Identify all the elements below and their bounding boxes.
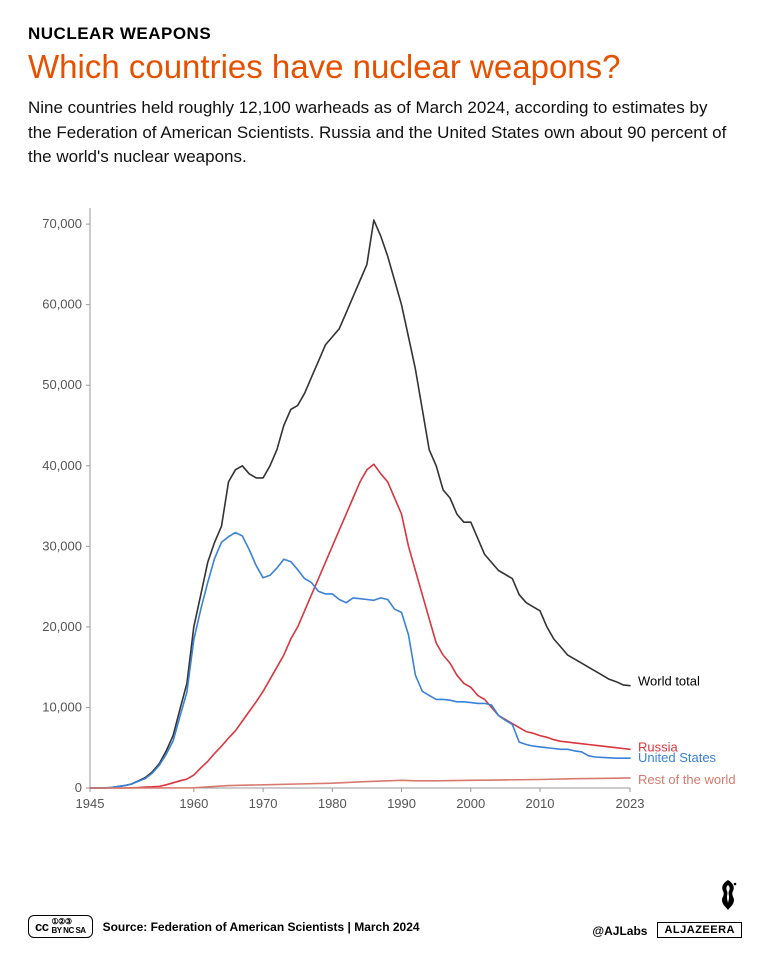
svg-text:2010: 2010 <box>526 796 555 811</box>
infographic-page: NUCLEAR WEAPONS Which countries have nuc… <box>0 0 770 962</box>
svg-text:40,000: 40,000 <box>42 458 82 473</box>
svg-text:1970: 1970 <box>249 796 278 811</box>
svg-text:1960: 1960 <box>179 796 208 811</box>
svg-text:60,000: 60,000 <box>42 297 82 312</box>
brand-box: ALJAZEERA <box>657 922 742 938</box>
chart-svg: 0 10,000 20,000 30,000 40,000 50,000 60,000 70,… <box>28 198 742 838</box>
svg-text:2000: 2000 <box>456 796 485 811</box>
series-label: United States <box>638 750 717 765</box>
cc-terms: BY NC SA <box>51 927 85 935</box>
line-chart: 0 10,000 20,000 30,000 40,000 50,000 60,000 70,… <box>28 198 742 838</box>
series-label: Rest of the world <box>638 772 736 787</box>
footer-left: cc ①②③ BY NC SA Source: Federation of Am… <box>28 915 420 938</box>
cc-icons: ①②③ <box>51 918 85 926</box>
twitter-handle: @AJLabs <box>592 924 647 938</box>
svg-text:1990: 1990 <box>387 796 416 811</box>
svg-text:1945: 1945 <box>76 796 105 811</box>
footer-right: @AJLabs ALJAZEERA <box>592 878 742 938</box>
headline: Which countries have nuclear weapons? <box>28 48 742 86</box>
cc-text: cc <box>35 920 48 933</box>
series-label: World total <box>638 674 700 689</box>
svg-text:2023: 2023 <box>616 796 645 811</box>
kicker: NUCLEAR WEAPONS <box>28 24 742 44</box>
svg-text:70,000: 70,000 <box>42 216 82 231</box>
svg-text:1980: 1980 <box>318 796 347 811</box>
svg-text:10,000: 10,000 <box>42 699 82 714</box>
cc-license-badge: cc ①②③ BY NC SA <box>28 915 93 938</box>
footer: cc ①②③ BY NC SA Source: Federation of Am… <box>28 878 742 938</box>
aljazeera-logo-icon <box>714 878 742 912</box>
source-text: Source: Federation of American Scientist… <box>103 920 420 934</box>
brand-stack: ALJAZEERA <box>657 878 742 938</box>
svg-text:30,000: 30,000 <box>42 538 82 553</box>
svg-text:50,000: 50,000 <box>42 377 82 392</box>
dek: Nine countries held roughly 12,100 warhe… <box>28 96 728 170</box>
svg-text:0: 0 <box>75 780 82 795</box>
svg-text:20,000: 20,000 <box>42 619 82 634</box>
